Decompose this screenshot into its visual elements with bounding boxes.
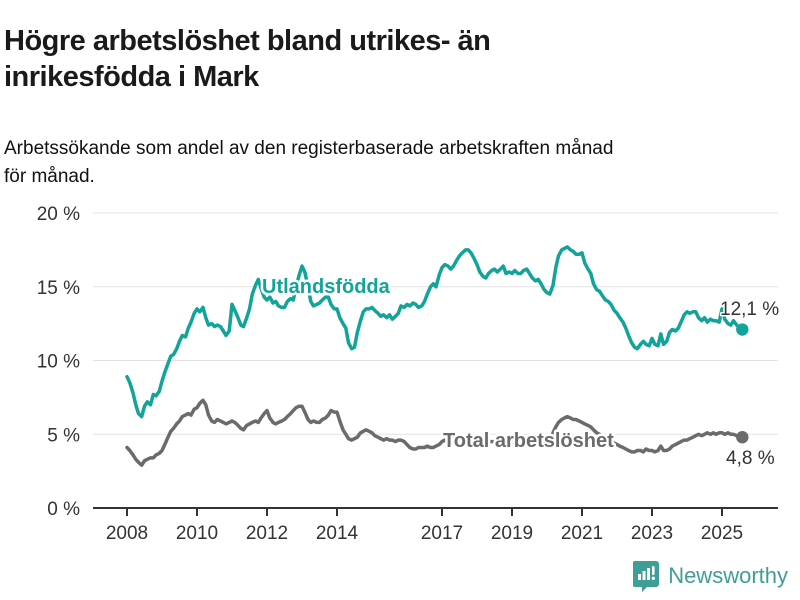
series-line-utlandsfodda bbox=[125, 245, 745, 419]
x-axis-label: 2017 bbox=[421, 523, 463, 544]
gridlines bbox=[93, 212, 778, 509]
subtitle-line-1: Arbetssökande som andel av den registerb… bbox=[4, 138, 614, 159]
y-axis-labels: 0 % 5 % 10 % 15 % 20 % bbox=[37, 204, 80, 520]
series-end-dot-utlandsfodda bbox=[736, 323, 749, 336]
x-axis-label: 2025 bbox=[701, 523, 743, 544]
y-axis-label: 20 % bbox=[37, 204, 80, 225]
x-axis: 2008 2010 2012 2014 2017 2019 2021 2023 2025 bbox=[106, 509, 743, 544]
y-axis-label: 15 % bbox=[37, 278, 80, 299]
y-axis-label: 5 % bbox=[47, 425, 80, 446]
series-line-total bbox=[125, 398, 745, 467]
y-axis-label: 0 % bbox=[47, 499, 80, 520]
x-axis-label: 2014 bbox=[316, 523, 359, 544]
end-value-labels: 12,1 % 4,8 % bbox=[719, 298, 781, 471]
x-axis-label: 2008 bbox=[106, 523, 148, 544]
x-axis-label: 2023 bbox=[631, 523, 673, 544]
y-axis-label: 10 % bbox=[37, 352, 80, 373]
subtitle-line-2: för månad. bbox=[4, 166, 95, 187]
x-axis-label: 2021 bbox=[561, 523, 603, 544]
series-label-total-arbetsloshet: Total arbetslöshet bbox=[443, 430, 614, 452]
series-labels: Utlandsfödda Total arbetslöshet bbox=[260, 274, 617, 455]
x-axis-label: 2019 bbox=[491, 523, 533, 544]
newsworthy-brand: Newsworthy bbox=[633, 560, 788, 592]
series-lines bbox=[125, 245, 749, 467]
title-line-2: inrikesfödda i Mark bbox=[4, 61, 259, 94]
end-value-total: 4,8 % bbox=[726, 448, 775, 469]
page-title: Högre arbetslöshet bland utrikes- än inr… bbox=[4, 23, 491, 95]
series-label-utlandsfodda: Utlandsfödda bbox=[262, 276, 391, 298]
x-axis-label: 2010 bbox=[176, 523, 218, 544]
bar-chart-speech-bubble-icon bbox=[633, 561, 660, 592]
chart-subtitle: Arbetssökande som andel av den registerb… bbox=[4, 135, 613, 191]
x-axis-label: 2012 bbox=[246, 523, 288, 544]
brand-name: Newsworthy bbox=[668, 563, 788, 588]
series-end-dot-total bbox=[736, 431, 749, 444]
title-line-1: Högre arbetslöshet bland utrikes- än bbox=[4, 25, 491, 58]
end-value-utlandsfodda: 12,1 % bbox=[720, 299, 779, 320]
